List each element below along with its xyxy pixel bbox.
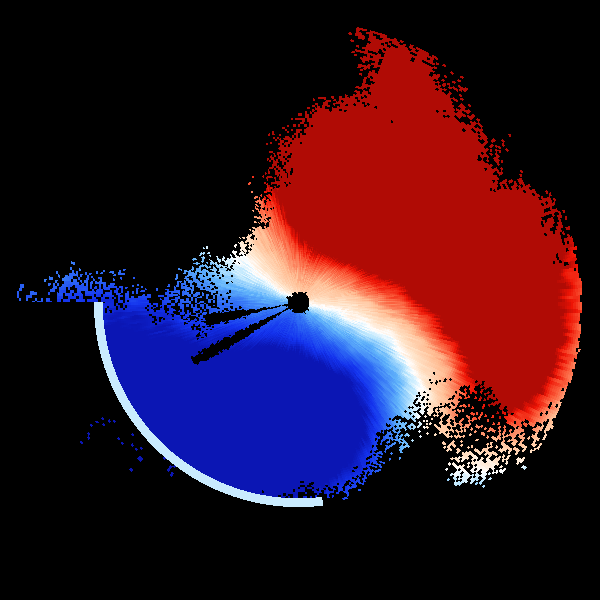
radar-velocity-heatmap xyxy=(0,0,600,600)
radar-display: Doppler Radar Radial Velocity PPI xyxy=(0,0,600,600)
